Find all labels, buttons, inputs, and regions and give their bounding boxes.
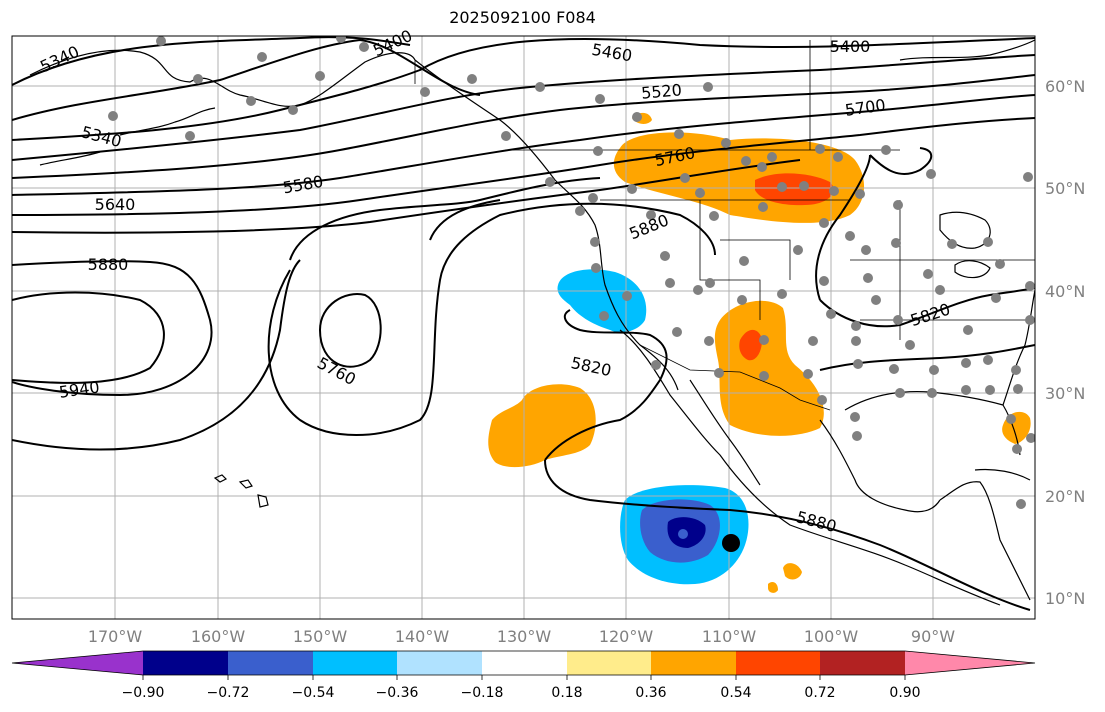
lon-label: 140°W <box>395 627 450 646</box>
lon-label: 170°W <box>88 627 143 646</box>
lat-label: 40°N <box>1045 282 1085 301</box>
longitude-labels: 170°W 160°W 150°W 140°W 130°W 120°W 110°… <box>88 627 955 646</box>
contour-labels: 5340 5340 5400 5400 5460 5520 5580 5640 … <box>37 26 952 536</box>
colorbar-tick: −0.90 <box>122 685 165 701</box>
lat-label: 10°N <box>1045 589 1085 608</box>
colorbar-segment <box>820 651 905 675</box>
colorbar-extend-low <box>12 651 143 675</box>
colorbar-segment <box>143 651 228 675</box>
lat-label: 50°N <box>1045 179 1085 198</box>
lat-label: 30°N <box>1045 384 1085 403</box>
lon-label: 150°W <box>293 627 348 646</box>
contour-label: 5880 <box>88 255 129 274</box>
colorbar-tick: 0.18 <box>551 685 582 701</box>
height-contours <box>12 36 1035 611</box>
map-border <box>11 35 1036 620</box>
colorbar-tick: −0.54 <box>292 685 335 701</box>
lon-label: 100°W <box>804 627 859 646</box>
lon-label: 160°W <box>191 627 246 646</box>
colorbar-segment <box>482 651 567 675</box>
colorbar-tick: 0.36 <box>635 685 666 701</box>
station-markers <box>108 36 1035 509</box>
contour-label: 5520 <box>640 80 682 102</box>
colorbar: −0.90 −0.72 −0.54 −0.36 −0.18 0.18 0.36 … <box>11 650 1036 701</box>
colorbar-segment <box>313 651 397 675</box>
event-marker <box>722 534 740 552</box>
lon-label: 130°W <box>497 627 552 646</box>
contour-label: 5640 <box>95 195 136 214</box>
lon-label: 110°W <box>702 627 757 646</box>
lat-label: 20°N <box>1045 487 1085 506</box>
map-title: 2025092100 F084 <box>449 8 596 27</box>
colorbar-tick: 0.90 <box>889 685 920 701</box>
latitude-labels: 60°N 50°N 40°N 30°N 20°N 10°N <box>1045 77 1085 608</box>
contour-label: 5400 <box>830 37 871 56</box>
colorbar-tick: 0.54 <box>720 685 751 701</box>
lon-label: 90°W <box>911 627 955 646</box>
coastlines <box>29 39 1035 606</box>
colorbar-segment <box>736 651 820 675</box>
lat-label: 60°N <box>1045 77 1085 96</box>
colorbar-segment <box>651 651 736 675</box>
colorbar-tick: −0.36 <box>376 685 419 701</box>
colorbar-tick: −0.18 <box>461 685 504 701</box>
colorbar-segment <box>397 651 482 675</box>
colorbar-extend-high <box>905 651 1035 675</box>
colorbar-segment <box>567 651 651 675</box>
colorbar-segment <box>228 651 313 675</box>
colorbar-tick: −0.72 <box>207 685 250 701</box>
colorbar-tick: 0.72 <box>804 685 835 701</box>
lon-label: 120°W <box>599 627 654 646</box>
